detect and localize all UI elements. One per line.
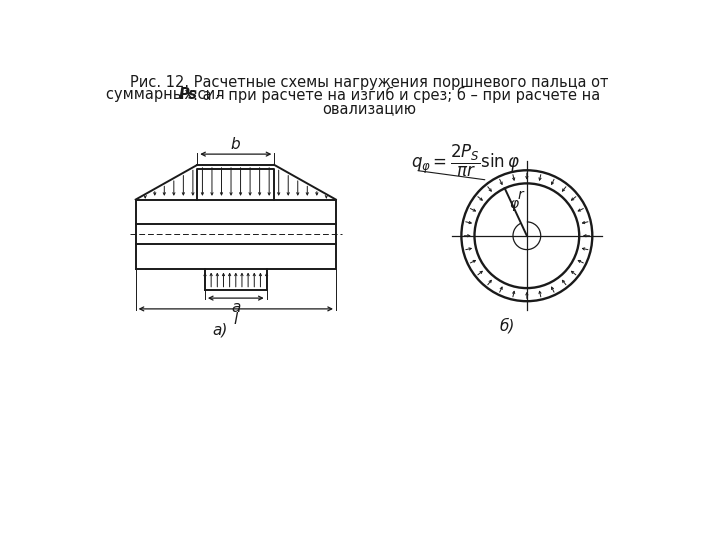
Text: $q_{\varphi}=\dfrac{2P_S}{\pi r}\sin\varphi$: $q_{\varphi}=\dfrac{2P_S}{\pi r}\sin\var… [411,143,521,179]
Text: б): б) [500,318,516,334]
Text: овализацию: овализацию [322,101,416,116]
Text: Рис. 12. Расчетные схемы нагружения поршневого пальца от: Рис. 12. Расчетные схемы нагружения порш… [130,75,608,90]
Text: суммарных сил: суммарных сил [106,87,229,102]
Text: $l$: $l$ [233,311,239,327]
Text: а): а) [212,323,228,338]
Text: : а – при расчете на изгиб и срез; б – при расчете на: : а – при расчете на изгиб и срез; б – п… [193,87,600,103]
Text: $\varphi$: $\varphi$ [509,198,520,213]
Text: $a$: $a$ [230,300,241,315]
Text: Ps: Ps [179,87,198,102]
Text: $r$: $r$ [517,188,526,202]
Text: $b$: $b$ [230,136,241,152]
